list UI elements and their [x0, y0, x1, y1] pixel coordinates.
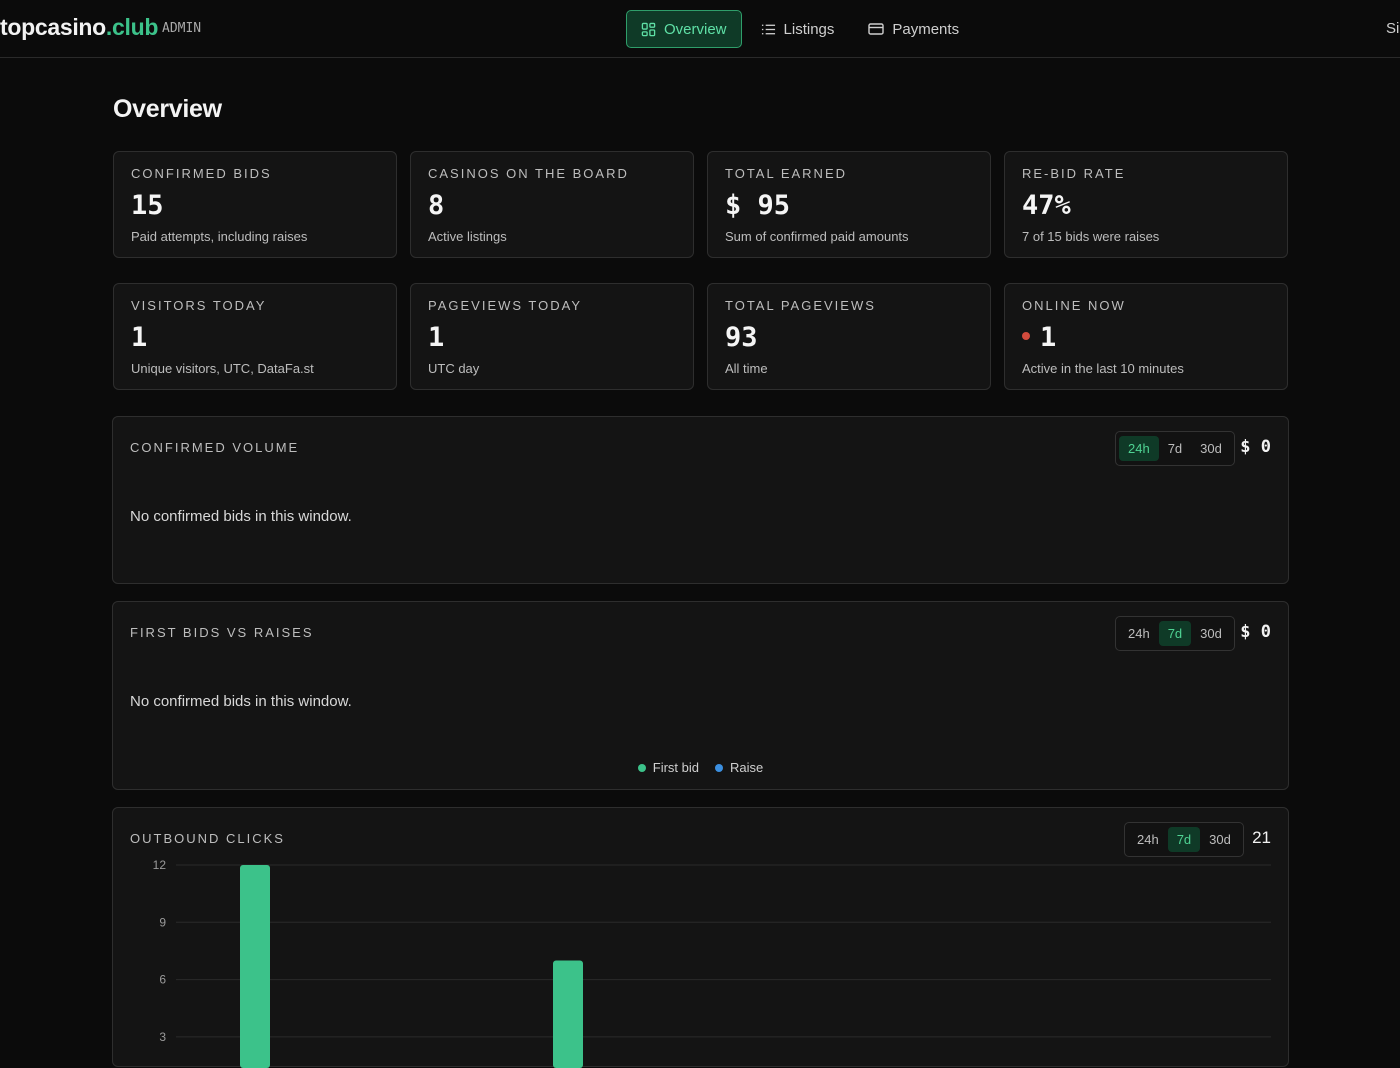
y-tick-label: 6 — [159, 973, 166, 987]
stat-value: 8 — [428, 190, 444, 221]
main-nav: Overview Listings Payments — [626, 10, 978, 48]
stat-value: 1 — [428, 322, 444, 353]
brand-logo[interactable]: topcasino.club — [0, 14, 158, 41]
legend-label: Raise — [730, 760, 763, 775]
nav-overview-label: Overview — [664, 21, 727, 38]
range-30d-button[interactable]: 30d — [1191, 621, 1231, 646]
stat-subtext: UTC day — [428, 361, 479, 376]
stat-subtext: Sum of confirmed paid amounts — [725, 229, 909, 244]
stat-subtext: 7 of 15 bids were raises — [1022, 229, 1159, 244]
nav-payments-label: Payments — [892, 21, 959, 38]
stat-card-confirmed-bids: CONFIRMED BIDS 15 Paid attempts, includi… — [113, 151, 397, 258]
live-dot-icon — [1022, 332, 1030, 340]
stat-subtext: All time — [725, 361, 768, 376]
brand-name: topcasino — [0, 14, 106, 40]
top-bar: topcasino.club ADMIN Overview Listings P… — [0, 0, 1400, 58]
page-title: Overview — [113, 95, 222, 124]
range-selector: 24h 7d 30d — [1115, 431, 1235, 466]
first-bids-vs-raises-panel: FIRST BIDS VS RAISES 24h 7d 30d $ 0 No c… — [112, 601, 1289, 790]
nav-listings[interactable]: Listings — [746, 10, 850, 48]
stat-card-online-now: ONLINE NOW 1 Active in the last 10 minut… — [1004, 283, 1288, 390]
sign-out-link[interactable]: Si — [1386, 20, 1399, 37]
confirmed-volume-panel: CONFIRMED VOLUME 24h 7d 30d $ 0 No confi… — [112, 416, 1289, 584]
stat-card-rebid-rate: RE-BID RATE 47% 7 of 15 bids were raises — [1004, 151, 1288, 258]
stat-card-total-earned: TOTAL EARNED $ 95 Sum of confirmed paid … — [707, 151, 991, 258]
grid-icon — [641, 22, 656, 37]
stat-label: PAGEVIEWS TODAY — [428, 298, 582, 313]
stat-value: 1 — [1040, 322, 1056, 353]
stat-value: $ 95 — [725, 190, 790, 221]
empty-state-text: No confirmed bids in this window. — [130, 508, 352, 525]
y-tick-label: 9 — [159, 915, 166, 929]
legend-item-raise: Raise — [715, 760, 763, 775]
stat-value-row: 1 — [1022, 322, 1056, 353]
stat-label: CONFIRMED BIDS — [131, 166, 272, 181]
nav-overview[interactable]: Overview — [626, 10, 742, 48]
list-icon — [761, 22, 776, 37]
bar[interactable] — [240, 865, 270, 1068]
panel-title: FIRST BIDS VS RAISES — [130, 625, 314, 640]
panel-title: CONFIRMED VOLUME — [130, 440, 299, 455]
range-30d-button[interactable]: 30d — [1191, 436, 1231, 461]
stat-card-casinos: CASINOS ON THE BOARD 8 Active listings — [410, 151, 694, 258]
range-7d-button[interactable]: 7d — [1159, 436, 1191, 461]
empty-state-text: No confirmed bids in this window. — [130, 693, 352, 710]
panel-total: $ 0 — [1240, 437, 1271, 457]
stat-label: RE-BID RATE — [1022, 166, 1125, 181]
bar[interactable] — [553, 961, 583, 1068]
stat-card-pageviews-today: PAGEVIEWS TODAY 1 UTC day — [410, 283, 694, 390]
nav-listings-label: Listings — [784, 21, 835, 38]
legend-label: First bid — [653, 760, 699, 775]
y-tick-label: 12 — [153, 858, 167, 872]
outbound-clicks-chart: 12 9 6 3 — [113, 808, 1290, 1068]
legend-swatch — [638, 764, 646, 772]
stat-subtext: Active in the last 10 minutes — [1022, 361, 1184, 376]
stat-subtext: Paid attempts, including raises — [131, 229, 307, 244]
stat-value: 47% — [1022, 190, 1071, 221]
stat-label: CASINOS ON THE BOARD — [428, 166, 629, 181]
stat-value: 93 — [725, 322, 758, 353]
range-7d-button[interactable]: 7d — [1159, 621, 1191, 646]
stat-value: 1 — [131, 322, 147, 353]
card-icon — [868, 22, 884, 36]
legend-swatch — [715, 764, 723, 772]
y-tick-label: 3 — [159, 1030, 166, 1044]
stat-subtext: Unique visitors, UTC, DataFa.st — [131, 361, 314, 376]
stat-card-total-pageviews: TOTAL PAGEVIEWS 93 All time — [707, 283, 991, 390]
legend-item-first-bid: First bid — [638, 760, 699, 775]
range-selector: 24h 7d 30d — [1115, 616, 1235, 651]
stat-label: ONLINE NOW — [1022, 298, 1126, 313]
admin-label: ADMIN — [162, 21, 201, 36]
stat-value: 15 — [131, 190, 164, 221]
stat-label: TOTAL EARNED — [725, 166, 847, 181]
brand-tld: .club — [106, 14, 158, 40]
stat-label: TOTAL PAGEVIEWS — [725, 298, 876, 313]
range-24h-button[interactable]: 24h — [1119, 621, 1159, 646]
stat-card-visitors-today: VISITORS TODAY 1 Unique visitors, UTC, D… — [113, 283, 397, 390]
stat-label: VISITORS TODAY — [131, 298, 266, 313]
panel-total: $ 0 — [1240, 622, 1271, 642]
stat-subtext: Active listings — [428, 229, 507, 244]
range-24h-button[interactable]: 24h — [1119, 436, 1159, 461]
nav-payments[interactable]: Payments — [853, 10, 974, 48]
chart-legend: First bid Raise — [113, 760, 1288, 775]
